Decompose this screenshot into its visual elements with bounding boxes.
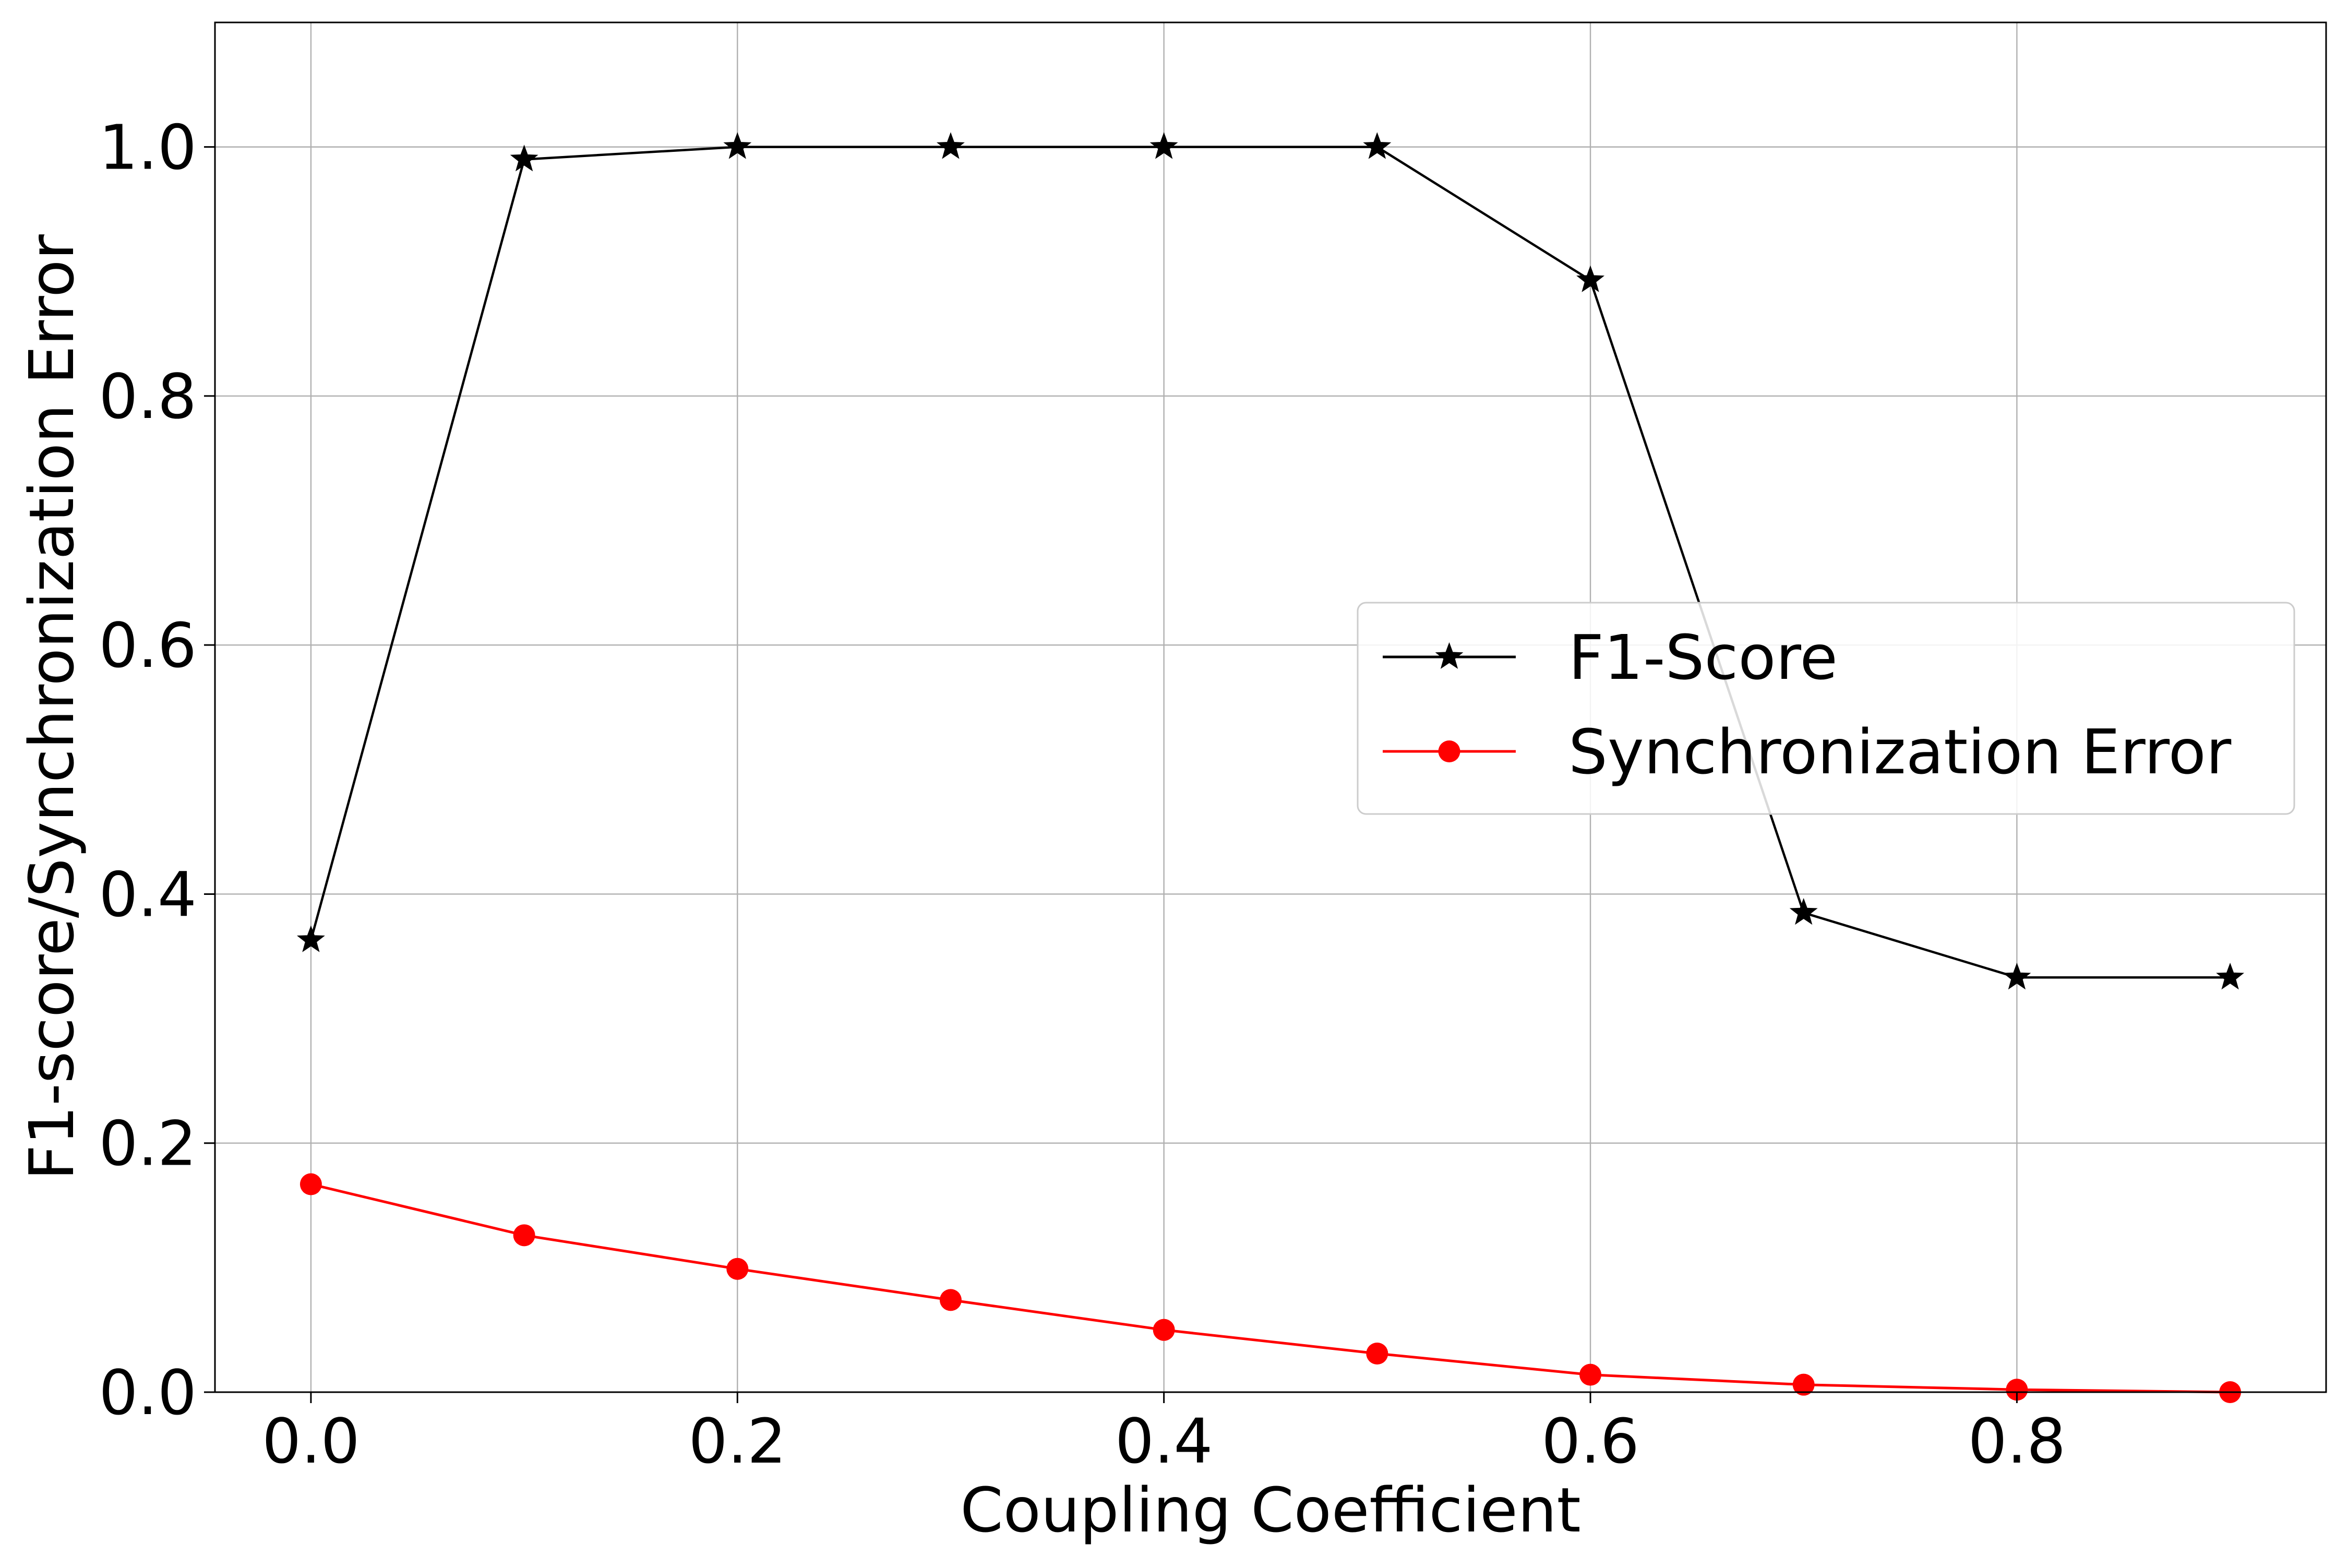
legend-box (1357, 602, 2295, 815)
data-point-f1-score (1363, 132, 1392, 159)
x-tick-label: 0.2 (688, 1405, 786, 1477)
legend-marker (1438, 740, 1460, 762)
axis-ticks: 0.0 0.2 0.4 0.6 0.8 0.0 0.2 0.4 0.6 0.8 1.0 (99, 112, 2066, 1477)
data-point-synchronization-error (2006, 1379, 2028, 1401)
data-point-synchronization-error (1366, 1343, 1388, 1365)
data-point-f1-score (936, 132, 965, 159)
plot-frame (214, 21, 2327, 1393)
legend-label: Synchronization Error (1568, 716, 2232, 788)
legend: F1-Score Synchronization Error (1357, 602, 2295, 815)
data-point-synchronization-error (1579, 1363, 1602, 1386)
legend-marker (1435, 642, 1464, 669)
data-point-f1-score (2216, 962, 2245, 990)
data-point-synchronization-error (513, 1224, 535, 1247)
y-tick-label: 0.4 (99, 858, 197, 930)
data-point-f1-score (1576, 265, 1605, 292)
y-tick-label: 1.0 (99, 112, 197, 184)
x-tick-label: 0.8 (1968, 1405, 2066, 1477)
data-point-synchronization-error (939, 1289, 962, 1311)
data-point-f1-score (510, 145, 538, 172)
y-tick-label: 0.2 (99, 1108, 197, 1180)
legend-label: F1-Score (1568, 621, 1838, 693)
data-point-synchronization-error (1153, 1319, 1175, 1341)
series-synchronization-error (300, 1173, 2242, 1403)
y-tick-label: 0.8 (99, 361, 197, 433)
x-axis-label: Coupling Coefficient (960, 1474, 1581, 1546)
data-point-f1-score (1789, 897, 1818, 925)
y-axis-label: F1-score/Synchronization Error (16, 234, 88, 1180)
data-point-synchronization-error (300, 1173, 322, 1195)
series-f1-score (296, 132, 2245, 990)
x-tick-label: 0.6 (1541, 1405, 1639, 1477)
x-tick-label: 0.0 (262, 1405, 360, 1477)
series-line-synchronization-error (310, 1183, 2231, 1394)
plot-series (296, 132, 2245, 1403)
x-tick-label: 0.4 (1115, 1405, 1213, 1477)
data-point-synchronization-error (1792, 1373, 1815, 1396)
data-point-f1-score (723, 132, 752, 159)
y-tick-label: 0.6 (99, 609, 197, 681)
data-point-f1-score (2003, 962, 2031, 990)
data-point-f1-score (1149, 132, 1178, 159)
series-line-f1-score (309, 146, 2231, 979)
data-point-f1-score (296, 925, 325, 952)
y-tick-label: 0.0 (99, 1357, 197, 1429)
data-point-synchronization-error (726, 1258, 749, 1280)
